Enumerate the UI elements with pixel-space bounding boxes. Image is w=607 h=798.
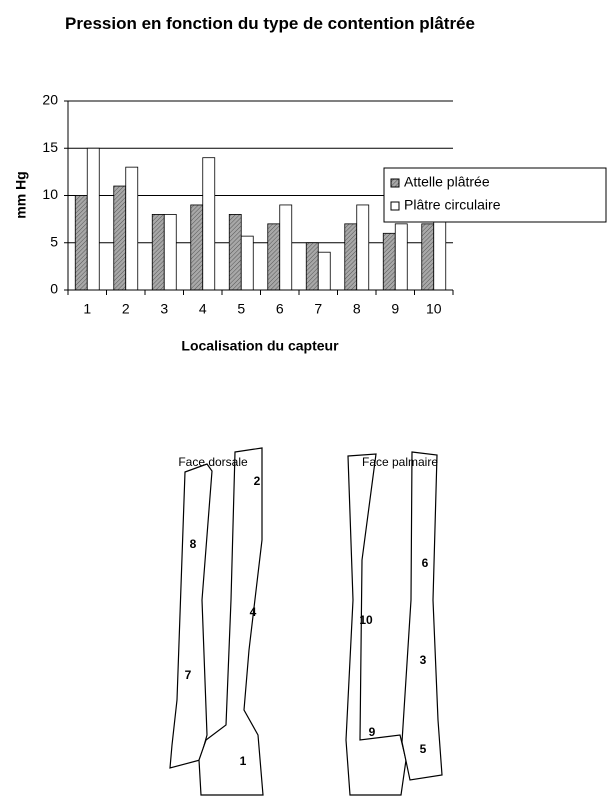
legend-swatch — [390, 201, 400, 211]
x-tick-label: 10 — [426, 301, 442, 317]
chart-title: Pression en fonction du type de contenti… — [65, 14, 475, 33]
legend-box — [383, 167, 607, 223]
view-label: Face palmaire — [362, 455, 438, 469]
sensor-label: 2 — [254, 474, 261, 488]
legend-label: Plâtre circulaire — [404, 197, 501, 213]
x-tick-label: 9 — [391, 301, 399, 317]
sensor-label: 8 — [190, 537, 197, 551]
bar — [86, 147, 100, 291]
bone — [198, 447, 264, 796]
bar — [228, 213, 242, 291]
x-tick-label: 4 — [199, 301, 207, 317]
bar — [279, 204, 293, 291]
y-tick-label: 10 — [42, 186, 58, 202]
bone — [345, 453, 407, 796]
x-tick-label: 2 — [122, 301, 130, 317]
bar — [317, 251, 331, 291]
x-axis-label: Localisation du capteur — [181, 338, 339, 354]
legend-label: Attelle plâtrée — [404, 174, 490, 190]
y-tick-label: 0 — [50, 281, 58, 297]
bone — [169, 463, 213, 769]
bar — [74, 195, 88, 291]
bar — [267, 223, 281, 291]
bar — [190, 204, 204, 291]
y-tick-label: 15 — [42, 139, 58, 155]
bar — [125, 166, 139, 291]
x-tick-label: 6 — [276, 301, 284, 317]
x-tick-label: 3 — [160, 301, 168, 317]
sensor-label: 9 — [369, 725, 376, 739]
x-tick-label: 7 — [314, 301, 322, 317]
y-tick-label: 20 — [42, 92, 58, 108]
x-tick-label: 5 — [237, 301, 245, 317]
x-tick-label: 8 — [353, 301, 361, 317]
bar — [356, 204, 370, 291]
bar — [113, 185, 127, 291]
view-label: Face dorsale — [178, 455, 248, 469]
sensor-label: 6 — [422, 556, 429, 570]
legend-swatch — [390, 178, 400, 188]
x-tick-label: 1 — [83, 301, 91, 317]
bone — [401, 451, 443, 781]
sensor-label: 4 — [250, 605, 257, 619]
diagram: Face dorsale Face palmaire 2 8 4 7 1 10 6 3 9 5 — [169, 447, 443, 796]
bar — [202, 157, 216, 291]
bar — [240, 235, 254, 291]
bar — [394, 223, 408, 291]
bar — [421, 223, 435, 291]
bar — [151, 213, 165, 291]
bar — [305, 242, 319, 291]
bar — [344, 223, 358, 291]
sensor-label: 5 — [420, 742, 427, 756]
sensor-label: 7 — [185, 668, 192, 682]
y-tick-label: 5 — [50, 233, 58, 249]
bar — [163, 213, 177, 291]
y-axis-label: mm Hg — [13, 171, 29, 218]
bar — [382, 232, 396, 291]
sensor-label: 3 — [420, 653, 427, 667]
sensor-label: 1 — [240, 754, 247, 768]
sensor-label: 10 — [359, 613, 373, 627]
